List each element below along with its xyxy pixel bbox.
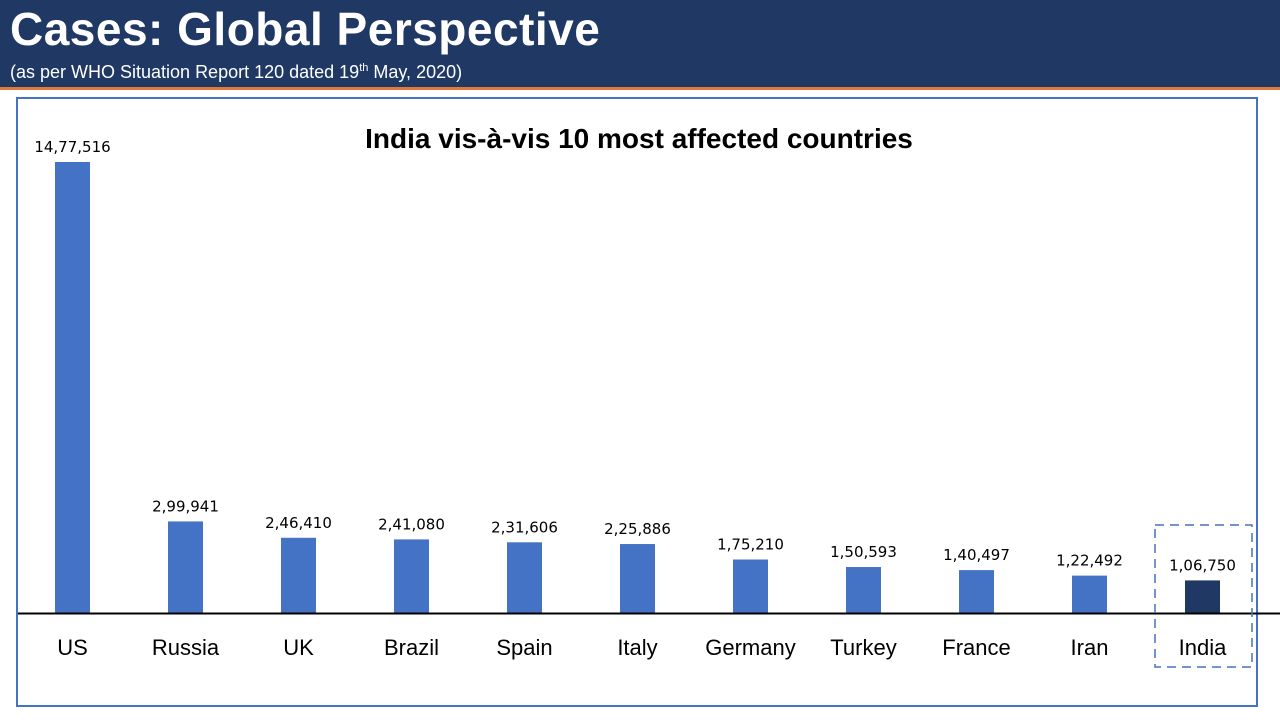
header-accent-line — [0, 87, 1280, 90]
subtitle-suffix: May, 2020) — [368, 62, 463, 82]
category-label-italy: Italy — [617, 635, 657, 660]
subtitle-prefix: (as per WHO Situation Report 120 dated 1… — [10, 62, 360, 82]
category-label-us: US — [57, 635, 88, 660]
value-label-iran: 1,22,492 — [1056, 552, 1123, 570]
value-label-russia: 2,99,941 — [152, 497, 219, 515]
category-label-india: India — [1179, 635, 1227, 660]
bar-france — [959, 570, 994, 613]
value-label-brazil: 2,41,080 — [378, 515, 445, 533]
page-title: Cases: Global Perspective — [10, 3, 601, 55]
bars-group: 14,77,516 US 2,99,941 Russia 2,46,410 UK 2,41,… — [34, 138, 1236, 660]
value-label-uk: 2,46,410 — [265, 514, 332, 532]
value-label-india: 1,06,750 — [1169, 556, 1236, 574]
page-subtitle: (as per WHO Situation Report 120 dated 1… — [10, 62, 462, 83]
value-label-italy: 2,25,886 — [604, 520, 671, 538]
bar-spain — [507, 542, 542, 613]
bar-russia — [168, 521, 203, 613]
value-label-france: 1,40,497 — [943, 546, 1010, 564]
category-label-uk: UK — [283, 635, 314, 660]
bar-us — [55, 162, 90, 613]
category-label-russia: Russia — [152, 635, 220, 660]
category-label-spain: Spain — [496, 635, 552, 660]
bar-italy — [620, 544, 655, 613]
bar-turkey — [846, 567, 881, 613]
bar-india — [1185, 580, 1220, 613]
bar-iran — [1072, 575, 1107, 613]
category-label-germany: Germany — [705, 635, 795, 660]
bar-uk — [281, 537, 316, 613]
value-label-us: 14,77,516 — [34, 138, 110, 156]
india-highlight-box — [1154, 524, 1253, 668]
chart-title: India vis-à-vis 10 most affected countri… — [365, 123, 913, 154]
bar-germany — [733, 559, 768, 613]
bar-brazil — [394, 539, 429, 613]
value-label-spain: 2,31,606 — [491, 518, 558, 536]
chart-frame — [16, 97, 1258, 707]
category-label-france: France — [942, 635, 1010, 660]
header-bar — [0, 0, 1280, 87]
subtitle-superscript: th — [359, 62, 369, 74]
category-label-iran: Iran — [1071, 635, 1109, 660]
category-label-turkey: Turkey — [830, 635, 896, 660]
category-label-brazil: Brazil — [384, 635, 439, 660]
value-label-turkey: 1,50,593 — [830, 543, 897, 561]
value-label-germany: 1,75,210 — [717, 536, 784, 554]
